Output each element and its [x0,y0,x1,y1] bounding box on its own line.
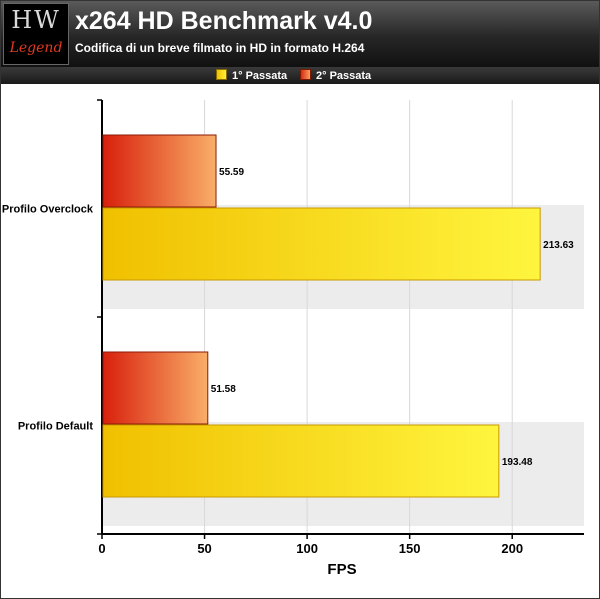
x-tick-label-3: 150 [399,541,421,556]
legend-swatch-first-pass [216,69,227,80]
logo-text-bottom: Legend [9,40,63,56]
logo-text-top: HW [11,6,61,34]
bar-first-pass-1 [102,424,500,498]
chart-subtitle: Codifica di un breve filmato in HD in fo… [75,41,365,55]
value-label-second-pass-0: 55.59 [219,167,244,178]
chart-header: HW Legend x264 HD Benchmark v4.0 Codific… [1,1,599,67]
bar-chart: 0 50 100 150 200 FPS Profilo Overclock 55.59 213… [2,99,584,578]
bar-first-pass-0 [102,207,541,281]
x-tick-label-1: 50 [197,541,211,556]
category-label-1: Profilo Default [18,421,94,433]
legend-label-second-pass: 2° Passata [316,70,372,82]
chart-title: x264 HD Benchmark v4.0 [75,7,373,35]
value-label-second-pass-1: 51.58 [211,384,236,395]
legend-label-first-pass: 1° Passata [232,70,288,82]
value-label-first-pass-1: 193.48 [502,457,533,468]
x-tick-label-4: 200 [501,541,523,556]
legend: 1° Passata 2° Passata [1,67,599,84]
hwlegend-logo: HW Legend [3,3,69,65]
bar-second-pass-1 [102,351,209,425]
category-label-0: Profilo Overclock [2,204,94,216]
x-tick-label-0: 0 [98,541,105,556]
x-axis-title: FPS [327,561,356,578]
x-tick-label-2: 100 [296,541,318,556]
legend-item-first-pass: 1° Passata [216,69,287,82]
value-label-first-pass-0: 213.63 [543,240,574,251]
legend-item-second-pass: 2° Passata [300,69,371,82]
bar-second-pass-0 [102,134,217,208]
legend-swatch-second-pass [300,69,311,80]
